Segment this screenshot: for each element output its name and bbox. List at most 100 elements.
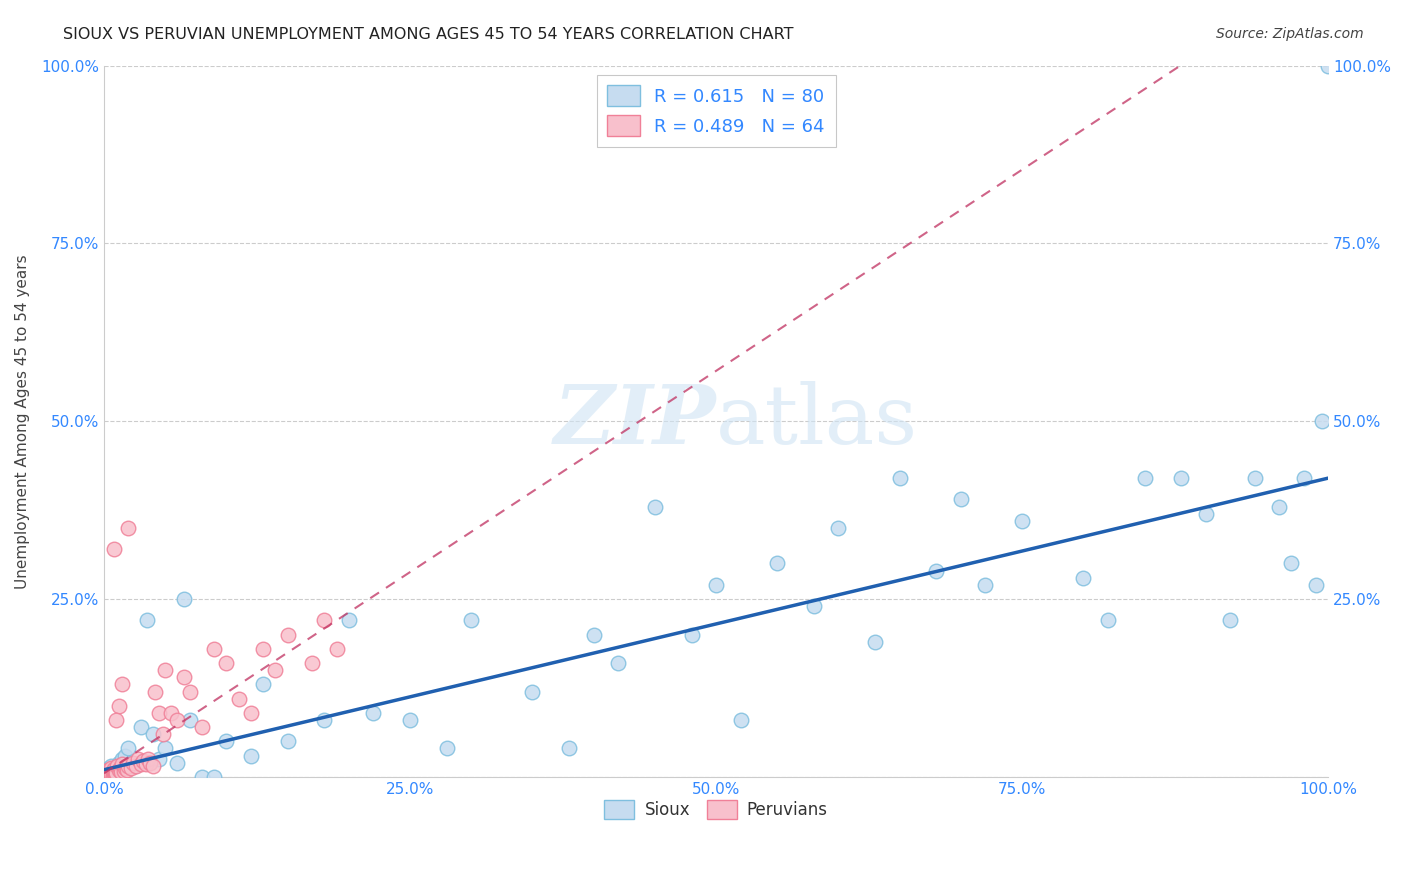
- Point: [1097, 614, 1119, 628]
- Point: [160, 706, 183, 720]
- Point: [337, 614, 360, 628]
- Point: [120, 756, 142, 770]
- Point: [115, 759, 138, 773]
- Point: [136, 752, 159, 766]
- Point: [179, 684, 201, 698]
- Point: [105, 768, 128, 782]
- Point: [925, 564, 948, 578]
- Point: [129, 720, 152, 734]
- Point: [104, 761, 127, 775]
- Point: [104, 766, 127, 780]
- Point: [1317, 59, 1340, 73]
- Legend: Sioux, Peruvians: Sioux, Peruvians: [598, 793, 834, 825]
- Point: [239, 748, 262, 763]
- Point: [1281, 557, 1303, 571]
- Point: [460, 614, 482, 628]
- Point: [110, 763, 132, 777]
- Point: [191, 720, 214, 734]
- Point: [264, 663, 287, 677]
- Text: atlas: atlas: [716, 381, 918, 461]
- Point: [135, 757, 157, 772]
- Point: [148, 752, 170, 766]
- Point: [114, 748, 136, 763]
- Point: [827, 521, 849, 535]
- Point: [301, 656, 323, 670]
- Point: [277, 627, 299, 641]
- Point: [1310, 414, 1333, 428]
- Point: [153, 741, 176, 756]
- Point: [1195, 507, 1218, 521]
- Point: [111, 677, 134, 691]
- Point: [103, 762, 125, 776]
- Point: [98, 768, 121, 782]
- Point: [863, 634, 886, 648]
- Point: [239, 706, 262, 720]
- Point: [97, 763, 120, 777]
- Point: [107, 698, 129, 713]
- Point: [681, 627, 703, 641]
- Point: [98, 764, 121, 778]
- Point: [1219, 614, 1241, 628]
- Point: [166, 756, 188, 770]
- Point: [202, 770, 225, 784]
- Point: [94, 768, 117, 782]
- Point: [125, 759, 148, 773]
- Point: [97, 763, 120, 777]
- Point: [191, 770, 214, 784]
- Point: [97, 761, 120, 775]
- Point: [117, 741, 139, 756]
- Point: [142, 759, 165, 773]
- Point: [103, 762, 125, 776]
- Point: [1170, 471, 1192, 485]
- Point: [107, 763, 129, 777]
- Point: [1292, 471, 1315, 485]
- Point: [105, 768, 128, 782]
- Point: [105, 713, 128, 727]
- Point: [108, 761, 131, 775]
- Point: [145, 684, 167, 698]
- Point: [117, 521, 139, 535]
- Point: [120, 761, 142, 775]
- Point: [115, 764, 138, 778]
- Point: [766, 557, 789, 571]
- Point: [173, 670, 195, 684]
- Point: [97, 767, 120, 781]
- Point: [1305, 578, 1327, 592]
- Text: ZIP: ZIP: [554, 381, 716, 461]
- Point: [252, 641, 274, 656]
- Point: [101, 768, 124, 782]
- Point: [215, 734, 238, 748]
- Point: [803, 599, 825, 614]
- Text: SIOUX VS PERUVIAN UNEMPLOYMENT AMONG AGES 45 TO 54 YEARS CORRELATION CHART: SIOUX VS PERUVIAN UNEMPLOYMENT AMONG AGE…: [63, 27, 794, 42]
- Point: [104, 768, 127, 782]
- Point: [228, 691, 250, 706]
- Point: [103, 542, 125, 557]
- Point: [152, 727, 174, 741]
- Point: [949, 492, 972, 507]
- Point: [122, 756, 145, 770]
- Point: [1071, 571, 1094, 585]
- Point: [107, 765, 129, 780]
- Point: [111, 752, 134, 766]
- Point: [135, 614, 157, 628]
- Point: [100, 765, 122, 780]
- Text: Source: ZipAtlas.com: Source: ZipAtlas.com: [1216, 27, 1364, 41]
- Point: [98, 764, 121, 779]
- Point: [105, 765, 128, 780]
- Point: [129, 757, 152, 772]
- Point: [277, 734, 299, 748]
- Point: [361, 706, 384, 720]
- Point: [96, 768, 118, 782]
- Point: [1268, 500, 1291, 514]
- Point: [110, 764, 132, 779]
- Point: [101, 764, 124, 779]
- Point: [103, 767, 125, 781]
- Point: [522, 684, 544, 698]
- Point: [148, 706, 170, 720]
- Point: [114, 761, 136, 775]
- Point: [153, 663, 176, 677]
- Point: [1011, 514, 1033, 528]
- Point: [436, 741, 458, 756]
- Point: [730, 713, 752, 727]
- Point: [98, 766, 121, 780]
